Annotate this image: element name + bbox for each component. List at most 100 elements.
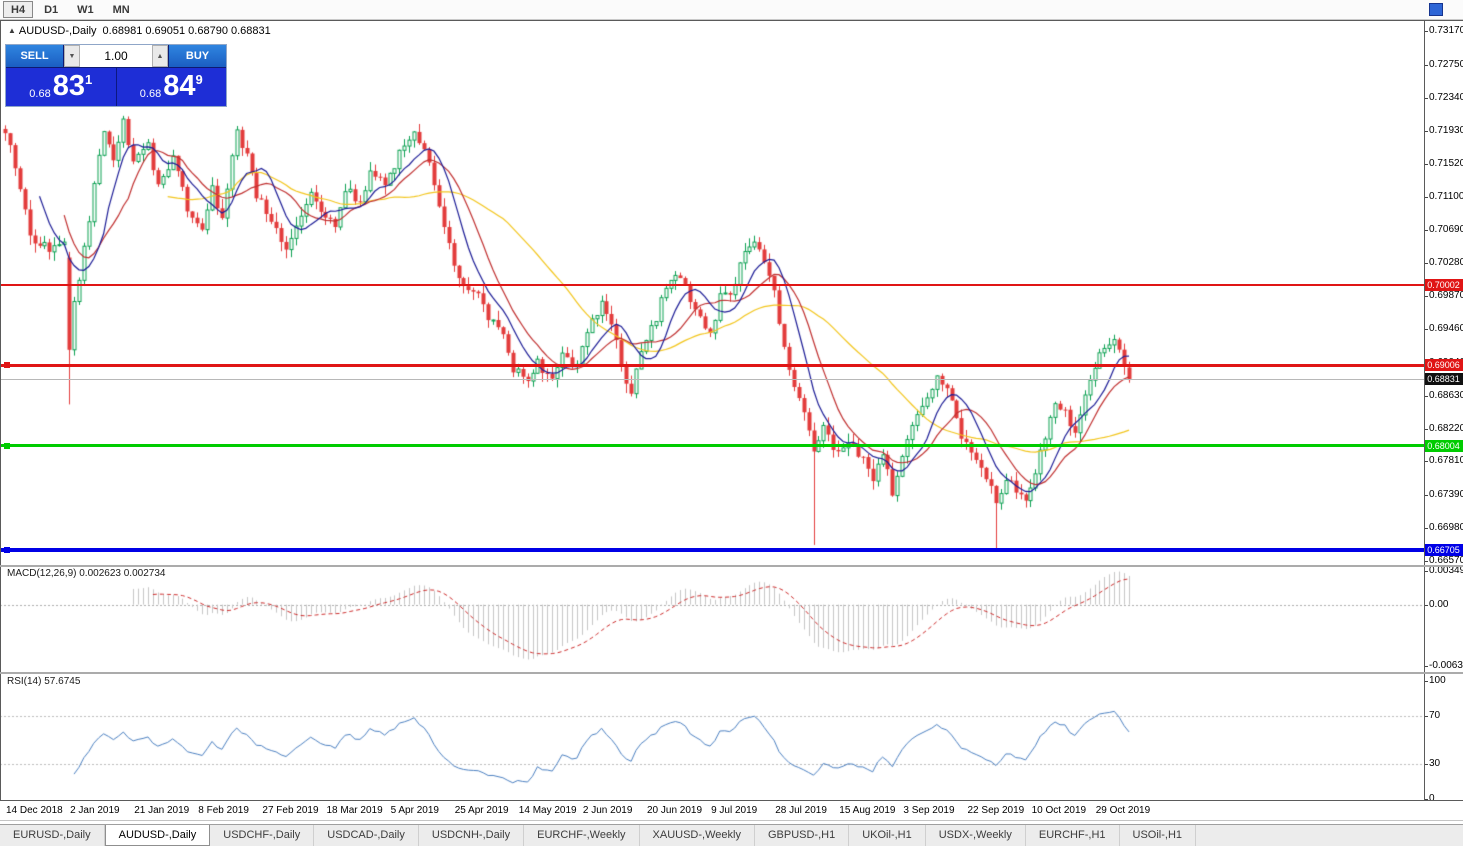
price-axis-tick (1424, 130, 1428, 132)
date-label: 14 Dec 2018 (6, 805, 63, 816)
sell-price[interactable]: 0.68 83 1 (6, 68, 117, 106)
line-handle[interactable] (4, 362, 10, 369)
price-axis-label: 0.73170 (1429, 25, 1463, 36)
rsi-axis-tick (1424, 799, 1428, 800)
buy-price-prefix: 0.68 (139, 88, 162, 100)
tab-eurchf-h1[interactable]: EURCHF-,H1 (1026, 825, 1120, 846)
date-label: 28 Jul 2019 (775, 805, 827, 816)
macd-axis-tick (1424, 665, 1428, 667)
rsi-axis-label: 70 (1429, 710, 1441, 722)
price-axis-tick (1424, 328, 1428, 330)
macd-axis-label: 0.00349 (1429, 564, 1463, 576)
price-axis-label: 0.67810 (1429, 455, 1463, 467)
date-axis-bottom-line (0, 820, 1463, 821)
price-axis-tick (1424, 428, 1428, 430)
date-label: 10 Oct 2019 (1031, 805, 1087, 816)
date-label: 27 Feb 2019 (262, 805, 319, 816)
macd-axis-label: -0.00637 (1429, 659, 1463, 671)
macd-indicator-canvas[interactable] (0, 565, 1424, 672)
price-axis-tick (1424, 230, 1428, 232)
price-axis-tick (1424, 296, 1428, 297)
timeframe-h4[interactable]: H4 (3, 1, 34, 18)
volume-input[interactable]: 1.00 (80, 45, 152, 67)
date-label: 8 Feb 2019 (198, 805, 249, 816)
price-axis-label: 0.72340 (1429, 91, 1463, 103)
sell-button[interactable]: SELL (6, 45, 63, 67)
price-axis-tick (1424, 163, 1428, 165)
price-axis-label: 0.69460 (1429, 322, 1463, 334)
volume-control: ▼ 1.00 ▲ (63, 45, 169, 67)
date-label: 14 May 2019 (518, 805, 577, 816)
date-label: 2 Jan 2019 (70, 805, 120, 816)
pane-separator-rsi[interactable] (0, 672, 1463, 674)
timeframe-w1[interactable]: W1 (69, 1, 102, 18)
date-label: 25 Apr 2019 (454, 805, 509, 816)
chart-ohlc: 0.68981 0.69051 0.68790 0.68831 (102, 25, 271, 37)
price-axis-tick (1424, 64, 1428, 66)
rsi-label: RSI(14) 57.6745 (7, 676, 81, 687)
volume-decrease-button[interactable]: ▼ (64, 45, 80, 67)
price-tag-0-66705: 0.66705 (1424, 544, 1463, 557)
price-axis-tick (1424, 528, 1428, 530)
tab-audusd-daily[interactable]: AUDUSD-,Daily (104, 825, 211, 846)
price-axis-label: 0.68220 (1429, 422, 1463, 434)
price-line-0-66705[interactable] (0, 548, 1424, 553)
price-axis-label: 0.67390 (1429, 489, 1463, 501)
date-label: 15 Aug 2019 (839, 805, 896, 816)
price-axis-tick (1424, 97, 1428, 99)
price-axis-tick (1424, 495, 1428, 497)
tab-ukoil-h1[interactable]: UKOil-,H1 (849, 825, 926, 846)
buy-button[interactable]: BUY (169, 45, 226, 67)
buy-price-big: 84 (163, 70, 196, 102)
tab-eurchf-weekly[interactable]: EURCHF-,Weekly (524, 825, 640, 846)
price-axis-tick (1424, 263, 1428, 265)
tab-eurusd-daily[interactable]: EURUSD-,Daily (0, 825, 105, 846)
down-arrow-icon: ▼ (68, 52, 76, 60)
chart-frame-top (0, 20, 1463, 21)
tab-usdcad-daily[interactable]: USDCAD-,Daily (314, 825, 419, 846)
tab-usdx-weekly[interactable]: USDX-,Weekly (926, 825, 1026, 846)
date-label: 20 Jun 2019 (647, 805, 703, 816)
current-price-line (0, 379, 1424, 381)
price-tag-0-69006: 0.69006 (1424, 359, 1463, 372)
date-label: 18 Mar 2019 (326, 805, 383, 816)
rsi-indicator-canvas[interactable] (0, 672, 1424, 801)
timeframe-toolbar: H4 D1 W1 MN (0, 0, 1463, 20)
price-line-0-68004[interactable] (0, 444, 1424, 448)
line-handle[interactable] (4, 547, 10, 554)
timeframe-mn[interactable]: MN (105, 1, 138, 18)
price-axis-label: 0.71520 (1429, 157, 1463, 169)
price-axis-tick (1424, 561, 1428, 562)
auto-scroll-button[interactable] (1429, 3, 1443, 16)
rsi-axis-tick (1424, 763, 1428, 765)
price-axis-label: 0.68630 (1429, 389, 1463, 401)
price-tag-0-70002: 0.70002 (1424, 279, 1463, 292)
timeframe-buttons: H4 D1 W1 MN (0, 1, 138, 18)
main-chart-canvas[interactable] (0, 20, 1424, 565)
price-line-0-70002[interactable] (0, 284, 1424, 287)
macd-axis-tick (1424, 604, 1428, 606)
macd-axis-tick (1424, 570, 1428, 572)
chart-frame-left (0, 20, 1, 801)
tab-xauusd-weekly[interactable]: XAUUSD-,Weekly (640, 825, 755, 846)
sell-price-pip: 1 (84, 72, 93, 87)
tab-gbpusd-h1[interactable]: GBPUSD-,H1 (755, 825, 850, 846)
chart-title: AUDUSD-,Daily (18, 25, 97, 37)
date-label: 3 Sep 2019 (903, 805, 955, 816)
volume-increase-button[interactable]: ▲ (152, 45, 168, 67)
buy-price[interactable]: 0.68 84 9 (117, 68, 227, 106)
date-label: 5 Apr 2019 (390, 805, 439, 816)
chart-frame-right (1424, 20, 1425, 801)
date-label: 2 Jun 2019 (582, 805, 633, 816)
line-handle[interactable] (4, 442, 10, 449)
price-axis-label: 0.72750 (1429, 58, 1463, 70)
timeframe-d1[interactable]: D1 (36, 1, 66, 18)
price-axis-tick (1424, 461, 1428, 463)
tab-usoil-h1[interactable]: USOil-,H1 (1120, 825, 1197, 846)
tab-usdchf-daily[interactable]: USDCHF-,Daily (210, 825, 315, 846)
date-label: 21 Jan 2019 (134, 805, 190, 816)
price-line-0-69006[interactable] (0, 363, 1424, 367)
pane-separator-macd[interactable] (0, 565, 1463, 567)
tab-usdcnh-daily[interactable]: USDCNH-,Daily (419, 825, 525, 846)
